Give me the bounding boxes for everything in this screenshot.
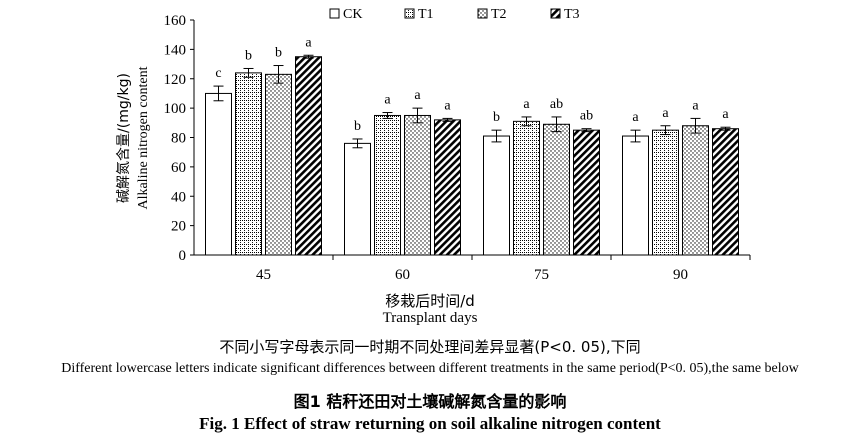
y-tick-label: 0: [179, 248, 187, 264]
significance-label: a: [662, 106, 669, 121]
bar-ck-45: [205, 92, 232, 256]
significance-label: a: [444, 98, 451, 113]
y-tick-label: 140: [164, 42, 187, 58]
figure-title-en: Fig. 1 Effect of straw returning on soil…: [199, 414, 661, 433]
x-tick-label: 75: [534, 267, 549, 283]
bar-t2-75: [543, 123, 570, 256]
y-tick-label: 20: [171, 219, 186, 235]
bar-t1-75: [513, 120, 540, 256]
x-axis-label-en: Transplant days: [382, 310, 478, 326]
x-tick-label: 45: [256, 267, 271, 283]
significance-label: ab: [550, 97, 563, 112]
y-axis-label-zh: 碱解氮含量/(mg/kg): [116, 73, 132, 203]
caption-note-zh: 不同小写字母表示同一时期不同处理间差异显著(P<0. 05),下同: [219, 338, 641, 356]
y-tick-label: 100: [164, 101, 187, 117]
legend-label-t2: T2: [491, 7, 507, 22]
legend-swatch-t1: [404, 8, 415, 19]
y-tick-label: 40: [171, 189, 186, 205]
bar-t3-75: [573, 129, 600, 256]
x-axis-label-zh: 移栽后时间/d: [385, 292, 475, 310]
significance-label: a: [722, 107, 729, 122]
bar-t1-90: [652, 129, 679, 256]
legend-label-t3: T3: [564, 7, 580, 22]
y-tick-label: 80: [171, 131, 186, 147]
bar-t2-45: [265, 73, 292, 256]
significance-label: ab: [580, 109, 593, 124]
significance-label: a: [384, 93, 391, 108]
significance-label: a: [305, 35, 312, 50]
significance-label: a: [632, 110, 639, 125]
significance-label: b: [354, 119, 361, 134]
legend-swatch-ck: [329, 8, 340, 19]
bar-t3-45: [295, 56, 322, 256]
y-axis-label-en: Alkaline nitrogen content: [136, 66, 151, 209]
y-tick-label: 120: [164, 72, 187, 88]
bar-ck-75: [483, 135, 510, 256]
significance-label: b: [275, 46, 282, 61]
legend-swatch-t3: [550, 8, 561, 19]
bar-t2-90: [682, 125, 709, 256]
bar-t2-60: [404, 114, 431, 256]
significance-label: c: [215, 66, 221, 81]
bar-t3-90: [712, 128, 739, 256]
significance-label: a: [692, 98, 699, 113]
x-tick-label: 60: [395, 267, 410, 283]
y-tick-label: 60: [171, 160, 186, 176]
legend-swatch-t2: [477, 8, 488, 19]
bar-ck-60: [344, 142, 371, 256]
legend-label-t1: T1: [418, 7, 434, 22]
significance-label: a: [523, 97, 530, 112]
figure-title-zh: 图1 秸秆还田对土壤碱解氮含量的影响: [293, 392, 567, 411]
significance-label: a: [414, 88, 421, 103]
y-tick-label: 160: [164, 13, 187, 29]
bar-t1-60: [374, 114, 401, 256]
significance-label: b: [493, 110, 500, 125]
legend-label-ck: CK: [343, 7, 362, 22]
x-tick-label: 90: [673, 267, 688, 283]
caption-note-en: Different lowercase letters indicate sig…: [61, 361, 799, 376]
bar-t3-60: [434, 119, 461, 256]
bar-ck-90: [622, 135, 649, 256]
significance-label: b: [245, 48, 252, 63]
bar-t1-45: [235, 72, 262, 256]
